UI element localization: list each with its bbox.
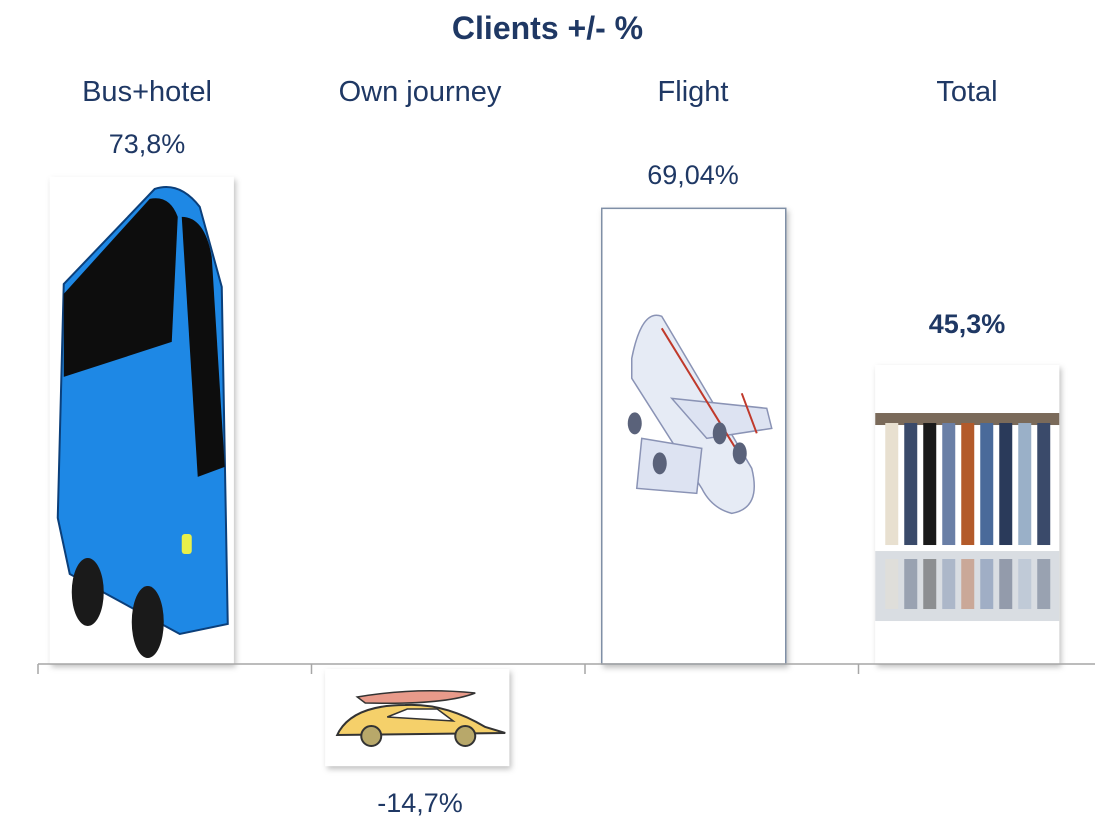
bar-own-journey — [325, 669, 510, 767]
airplane-icon — [627, 314, 773, 515]
chart-title: Clients +/- % — [451, 10, 644, 46]
category-label-total: Total — [936, 76, 998, 108]
bar-frame — [601, 207, 787, 665]
car-icon — [335, 690, 506, 747]
data-label-own-journey: -14,7% — [377, 788, 463, 819]
bar-bus-hotel — [49, 176, 234, 665]
bar-flight — [601, 207, 787, 665]
people-icon — [875, 413, 1060, 622]
bus-icon — [56, 186, 229, 658]
category-label-own-journey: Own journey — [338, 76, 502, 108]
category-label-flight: Flight — [657, 76, 729, 108]
data-label-flight: 69,04% — [647, 160, 739, 191]
data-label-bus-hotel: 73,8% — [108, 128, 186, 159]
category-label-bus-hotel: Bus+hotel — [82, 76, 212, 108]
bar-total — [875, 365, 1060, 664]
data-label-total: 45,3% — [928, 309, 1006, 340]
